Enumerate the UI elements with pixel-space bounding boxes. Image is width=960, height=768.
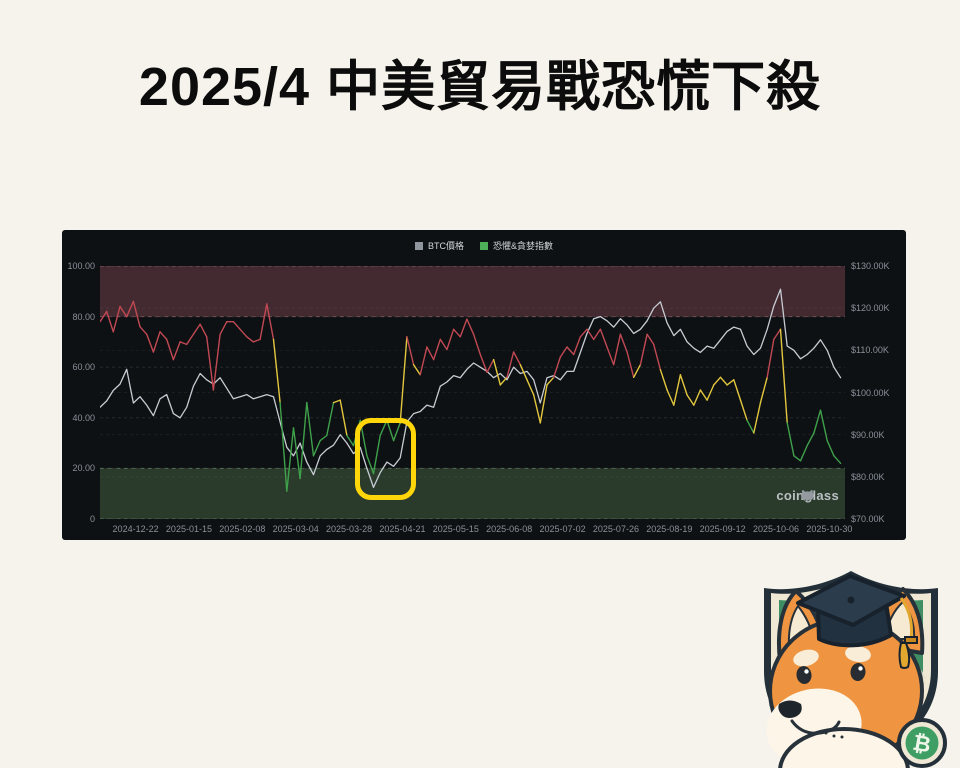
coinglass-chart-panel: BTC價格 恐懼&貪婪指數 coinglass 100.00 80.00 60.00…	[62, 230, 906, 540]
y-axis-right-label: $120.00K	[851, 303, 890, 314]
y-axis-right-label: $70.00K	[851, 514, 885, 524]
y-axis-right-label: $100.00K	[851, 387, 890, 398]
x-axis-date-label: 2025-09-12	[699, 524, 746, 534]
chart-legend: BTC價格 恐懼&貪婪指數	[62, 239, 906, 252]
y-axis-left-label: 40.00	[72, 412, 95, 423]
shiba-graduate-mascot: ₿	[745, 563, 957, 768]
x-axis-date-label: 2025-03-04	[272, 524, 319, 534]
fear-greed-vs-btc-chart: coinglass	[100, 266, 845, 519]
fear-greed-legend-label: 恐懼&貪婪指數	[493, 241, 554, 251]
y-axis-left-label: 20.00	[72, 463, 95, 474]
x-axis-date-label: 2025-08-19	[646, 524, 693, 534]
bitcoin-badge-icon: ₿	[897, 718, 947, 768]
x-axis-date-label: 2025-10-30	[806, 524, 853, 534]
btc-legend-swatch	[414, 241, 423, 250]
x-axis-date-label: 2025-07-02	[539, 524, 586, 534]
coinglass-logo-icon	[801, 490, 814, 501]
legend-item-btc: BTC價格	[414, 239, 464, 252]
page-title: 2025/4 中美貿易戰恐慌下殺	[138, 57, 822, 117]
svg-text:₿: ₿	[911, 731, 933, 759]
y-axis-right-label: $90.00K	[851, 429, 885, 440]
btc-legend-label: BTC價格	[427, 241, 464, 251]
y-axis-right-label: $110.00K	[851, 345, 889, 356]
coinglass-watermark: coinglass	[776, 488, 839, 503]
x-axis-date-label: 2025-01-15	[165, 524, 212, 534]
y-axis-left-label: 80.00	[72, 311, 95, 322]
y-axis-left-label: 100.00	[67, 261, 95, 271]
mascot-graphic: ₿	[764, 571, 947, 768]
y-axis-left-label: 0	[89, 514, 95, 524]
x-axis-date-label: 2025-05-15	[432, 524, 479, 534]
x-axis-date-label: 2025-07-26	[592, 524, 639, 534]
x-axis-date-label: 2025-10-06	[753, 524, 800, 534]
legend-item-fng: 恐懼&貪婪指數	[480, 239, 553, 252]
x-axis-date-label: 2025-04-21	[379, 524, 426, 534]
graduation-cap-icon	[796, 574, 918, 669]
x-axis-date-label: 2025-06-08	[486, 524, 533, 534]
x-axis-date-label: 2025-02-08	[219, 524, 266, 534]
x-axis-date-label: 2025-03-28	[326, 524, 373, 534]
april-panic-highlight-box	[354, 417, 416, 501]
chart-canvas	[100, 266, 845, 519]
y-axis-left-label: 60.00	[72, 362, 95, 373]
fear-greed-legend-swatch	[480, 241, 488, 250]
whisker-dots	[824, 731, 844, 739]
x-axis-date-label: 2024-12-22	[112, 524, 159, 534]
y-axis-right-label: $130.00K	[851, 261, 890, 271]
y-axis-right-label: $80.00K	[851, 471, 885, 482]
